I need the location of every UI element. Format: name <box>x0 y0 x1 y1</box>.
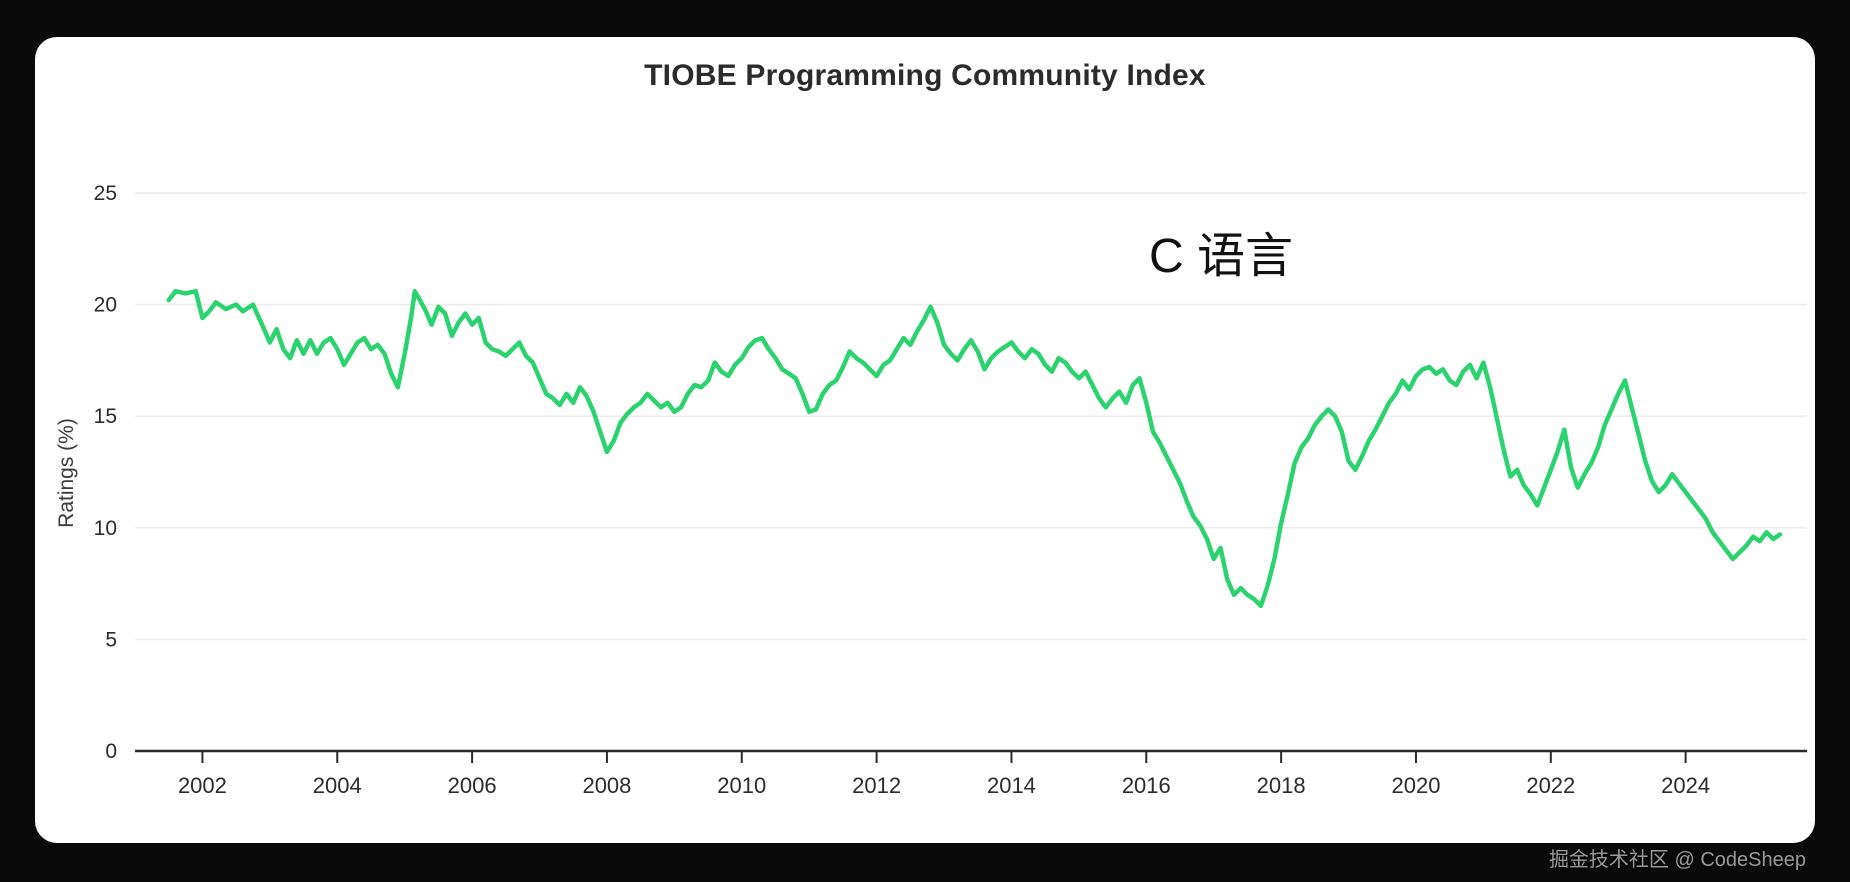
y-tick-label: 5 <box>105 628 117 651</box>
chart-title: TIOBE Programming Community Index <box>644 59 1206 92</box>
x-tick-label: 2014 <box>987 773 1036 798</box>
x-tick-label: 2002 <box>178 773 227 798</box>
series-annotation: C 语言 <box>1148 230 1294 283</box>
y-tick-label: 15 <box>94 405 117 428</box>
line-chart: 0 5 10 15 20 25 2002 2004 2006 2008 2010 2012 2014 20… <box>94 182 1807 798</box>
x-tick-label: 2010 <box>717 773 766 798</box>
y-tick-label: 10 <box>94 517 117 540</box>
y-tick-label: 20 <box>94 294 117 317</box>
x-tick-label: 2020 <box>1391 773 1440 798</box>
chart-card: TIOBE Programming Community Index Rating… <box>35 37 1815 843</box>
x-tick-label: 2004 <box>313 773 362 798</box>
y-tick-label: 25 <box>94 182 117 205</box>
series-line-C <box>166 288 1783 609</box>
x-tick-label: 2016 <box>1122 773 1171 798</box>
x-tick-label: 2006 <box>448 773 497 798</box>
x-tick-label: 2018 <box>1257 773 1306 798</box>
x-tick-label: 2024 <box>1661 773 1710 798</box>
watermark: 掘金技术社区 @ CodeSheep <box>1548 849 1806 871</box>
x-tick-label: 2012 <box>852 773 901 798</box>
x-tick-label: 2022 <box>1526 773 1575 798</box>
y-tick-label: 0 <box>105 740 117 763</box>
x-tick-label: 2008 <box>582 773 631 798</box>
